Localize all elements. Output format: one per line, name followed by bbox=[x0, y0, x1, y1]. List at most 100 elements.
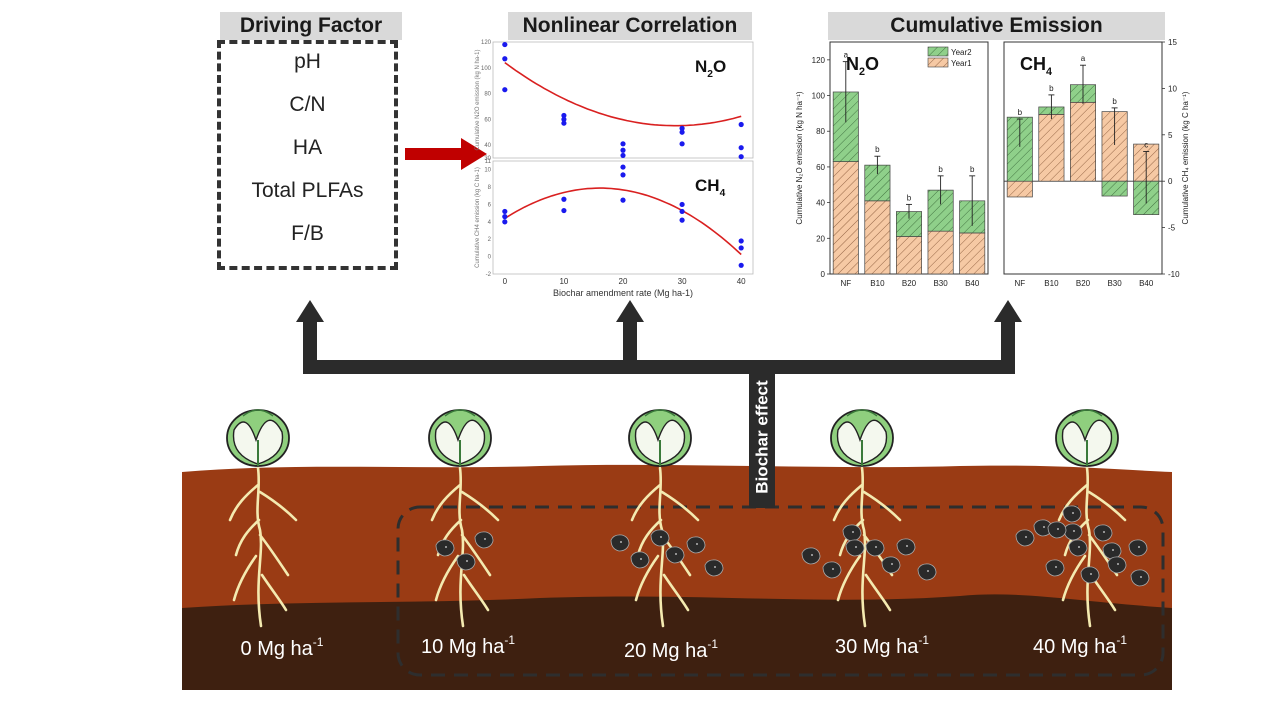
data-point bbox=[738, 154, 744, 160]
plants-layer bbox=[226, 409, 1150, 628]
biochar-highlight bbox=[852, 531, 854, 533]
biochar-highlight bbox=[1112, 549, 1114, 551]
data-point bbox=[679, 201, 685, 208]
y-tick-label: 11 bbox=[485, 159, 492, 165]
y-tick-label: 100 bbox=[481, 66, 492, 72]
biochar-particle-icon bbox=[881, 556, 901, 574]
rate-label: 0 Mg ha-1 bbox=[241, 635, 324, 660]
root-icon bbox=[430, 466, 500, 628]
y-tick-label: 4 bbox=[488, 220, 492, 226]
y-tick-label: 40 bbox=[816, 199, 825, 208]
bar-year1 bbox=[864, 200, 891, 275]
biochar-particle-icon bbox=[630, 551, 650, 569]
y-axis-label: Cumulative N2O emission (kg N ha-1) bbox=[475, 49, 481, 150]
y-tick-label: 30 bbox=[484, 156, 491, 162]
y-tick-label: 120 bbox=[481, 40, 492, 46]
category-label: NF bbox=[840, 279, 851, 288]
y-tick-label: 100 bbox=[812, 92, 826, 101]
biochar-particle-icon bbox=[474, 531, 494, 549]
lettuce-plant bbox=[226, 409, 298, 628]
series-label: N2O bbox=[695, 57, 726, 80]
biochar-particle-icon bbox=[1093, 524, 1113, 542]
data-point bbox=[561, 196, 567, 202]
data-point bbox=[679, 217, 685, 223]
biochar-particle-icon bbox=[650, 529, 670, 547]
data-point bbox=[561, 120, 567, 126]
biochar-particle-icon bbox=[896, 538, 916, 556]
y-tick-label: 10 bbox=[484, 168, 491, 174]
biochar-particle-icon bbox=[435, 539, 455, 557]
biochar-highlight bbox=[875, 546, 877, 548]
root-icon bbox=[228, 466, 298, 628]
up-arrow-icon bbox=[296, 300, 324, 322]
bar-year1 bbox=[927, 230, 954, 275]
rate-label: 20 Mg ha-1 bbox=[624, 637, 718, 662]
factor-fb: F/B bbox=[291, 222, 324, 245]
biochar-particle-icon bbox=[845, 539, 865, 557]
y-axis-label: Cumulative CH₄ emission (kg C ha⁻¹) bbox=[1181, 91, 1190, 224]
red-arrow-icon bbox=[405, 138, 487, 170]
category-label: B30 bbox=[1107, 279, 1122, 288]
significance-letter: b bbox=[1112, 97, 1117, 106]
data-point bbox=[620, 152, 626, 159]
biochar-highlight bbox=[927, 570, 929, 572]
biochar-highlight bbox=[660, 536, 662, 538]
data-point bbox=[679, 208, 685, 215]
lettuce-plant bbox=[1015, 409, 1150, 628]
data-point bbox=[620, 197, 626, 203]
biochar-particle-icon bbox=[1102, 542, 1122, 560]
category-label: B40 bbox=[965, 279, 980, 288]
biochar-highlight bbox=[484, 538, 486, 540]
bar-year1 bbox=[1038, 114, 1065, 182]
biochar-particle-icon bbox=[917, 563, 937, 581]
biochar-highlight bbox=[1090, 573, 1092, 575]
y-tick-label: 5 bbox=[1168, 131, 1173, 140]
biochar-particle-icon bbox=[1015, 529, 1035, 547]
significance-letter: b bbox=[907, 193, 912, 202]
lettuce-leaf-vein bbox=[1071, 409, 1103, 417]
significance-letter: c bbox=[1144, 141, 1148, 150]
legend-label: Year2 bbox=[951, 48, 972, 57]
y-tick-label: 10 bbox=[1168, 84, 1177, 93]
biochar-particle-icon bbox=[1068, 539, 1088, 557]
plot-frame bbox=[492, 160, 754, 275]
series-label: CH4 bbox=[695, 176, 726, 199]
y-tick-label: 15 bbox=[1168, 38, 1177, 47]
biochar-particle-icon bbox=[1062, 505, 1082, 523]
biochar-highlight bbox=[832, 568, 834, 570]
lettuce-leaf-vein bbox=[242, 409, 274, 417]
y-tick-label: -10 bbox=[1168, 270, 1180, 279]
x-tick-label: 10 bbox=[559, 277, 568, 286]
significance-letter: a bbox=[1081, 54, 1086, 63]
significance-letter: b bbox=[970, 165, 975, 174]
data-point bbox=[738, 262, 744, 268]
biochar-particle-icon bbox=[1045, 559, 1065, 577]
legend: Year2 Year1 bbox=[927, 46, 972, 68]
biochar-highlight bbox=[445, 546, 447, 548]
biochar-particle-icon bbox=[704, 559, 724, 577]
lettuce-leaf-vein bbox=[644, 409, 676, 417]
biochar-highlight bbox=[891, 563, 893, 565]
bar-year2 bbox=[1101, 180, 1128, 197]
fit-curve bbox=[504, 61, 742, 127]
category-label: B20 bbox=[1076, 279, 1091, 288]
biochar-particle-icon bbox=[842, 524, 862, 542]
up-arrow-icon bbox=[616, 300, 644, 322]
data-point bbox=[679, 129, 685, 135]
category-label: B20 bbox=[902, 279, 917, 288]
legend-swatch bbox=[927, 57, 949, 68]
rate-label: 30 Mg ha-1 bbox=[835, 633, 929, 658]
rate-label: 10 Mg ha-1 bbox=[421, 633, 515, 658]
biochar-highlight bbox=[696, 543, 698, 545]
data-point bbox=[738, 238, 744, 244]
biochar-particle-icon bbox=[1047, 521, 1067, 539]
y-axis-label: Cumulative CH4 emission (kg C ha-1) bbox=[475, 167, 481, 268]
significance-letter: b bbox=[875, 145, 880, 154]
biochar-particle-icon bbox=[1063, 523, 1083, 541]
category-label: NF bbox=[1014, 279, 1025, 288]
biochar-highlight bbox=[1138, 546, 1140, 548]
soil-scene bbox=[182, 464, 1172, 690]
data-point bbox=[620, 141, 626, 147]
data-point bbox=[679, 141, 685, 147]
